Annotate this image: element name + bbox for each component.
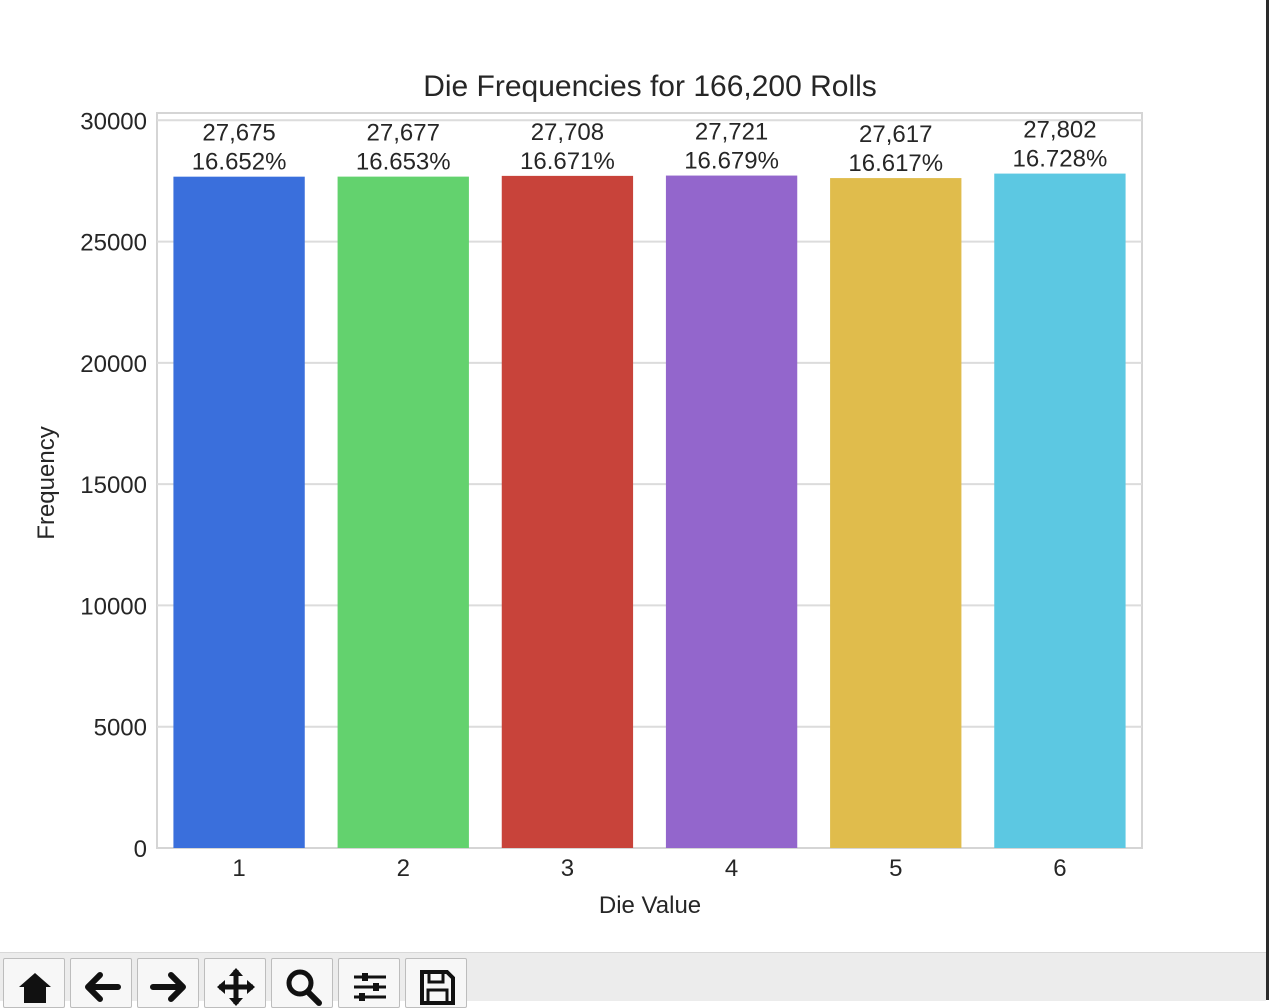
bar-percent-label: 16.728% <box>1013 146 1108 173</box>
bar-1 <box>173 176 305 849</box>
y-tick-label: 15000 <box>80 472 147 499</box>
save-button[interactable] <box>405 958 467 1008</box>
x-axis-label: Die Value <box>599 892 701 919</box>
sliders-icon <box>354 973 386 1001</box>
bar-4 <box>665 175 798 848</box>
gridlines <box>157 119 1142 728</box>
configure-subplots-button[interactable] <box>338 958 400 1008</box>
arrow-left-icon <box>85 972 121 1002</box>
arrow-right-icon <box>150 972 186 1002</box>
bar-5 <box>830 178 962 849</box>
bar-chart: Die Frequencies for 166,200 Rolls 0 5000 1… <box>33 70 1143 919</box>
bar-percent-label: 16.652% <box>192 149 287 176</box>
bar-2 <box>337 176 469 849</box>
bar-percent-label: 16.617% <box>848 150 943 177</box>
y-tick-label: 30000 <box>80 108 147 135</box>
y-axis-label: Frequency <box>33 426 60 539</box>
navigation-toolbar <box>0 952 1266 1008</box>
bar-count-label: 27,675 <box>202 120 275 147</box>
x-tick-label: 4 <box>725 855 738 882</box>
back-button[interactable] <box>70 958 132 1008</box>
bar-6 <box>994 173 1126 849</box>
x-tick-label: 3 <box>561 855 574 882</box>
bar-count-label: 27,708 <box>531 119 604 146</box>
bar-3 <box>501 175 634 848</box>
chart-title: Die Frequencies for 166,200 Rolls <box>423 70 877 103</box>
bar-count-label: 27,721 <box>695 119 768 146</box>
y-tick-label: 10000 <box>80 593 147 620</box>
forward-button[interactable] <box>137 958 199 1008</box>
x-tick-label: 2 <box>397 855 410 882</box>
magnifier-icon <box>286 969 322 1006</box>
bar-count-label: 27,802 <box>1023 117 1096 144</box>
bar-percent-label: 16.653% <box>356 149 451 176</box>
floppy-disk-icon <box>420 970 455 1005</box>
bar-percent-label: 16.671% <box>520 148 615 175</box>
x-tick-label: 1 <box>232 855 245 882</box>
bar-count-label: 27,677 <box>367 120 440 147</box>
move-icon <box>217 968 255 1006</box>
y-tick-label: 20000 <box>80 351 147 378</box>
y-tick-label: 0 <box>134 836 147 863</box>
home-icon <box>19 973 51 1003</box>
axis-ticks: 0 5000 10000 15000 20000 25000 30000 1 2 3 4 5 6 <box>80 108 1066 882</box>
bars <box>173 173 1126 849</box>
x-tick-label: 6 <box>1053 855 1066 882</box>
y-tick-label: 25000 <box>80 230 147 257</box>
bar-count-label: 27,617 <box>859 121 932 148</box>
home-button[interactable] <box>3 958 65 1008</box>
pan-button[interactable] <box>204 958 266 1008</box>
zoom-button[interactable] <box>271 958 333 1008</box>
plot-area <box>156 112 1143 849</box>
y-tick-label: 5000 <box>94 715 147 742</box>
x-tick-label: 5 <box>889 855 902 882</box>
bar-percent-label: 16.679% <box>684 148 779 175</box>
